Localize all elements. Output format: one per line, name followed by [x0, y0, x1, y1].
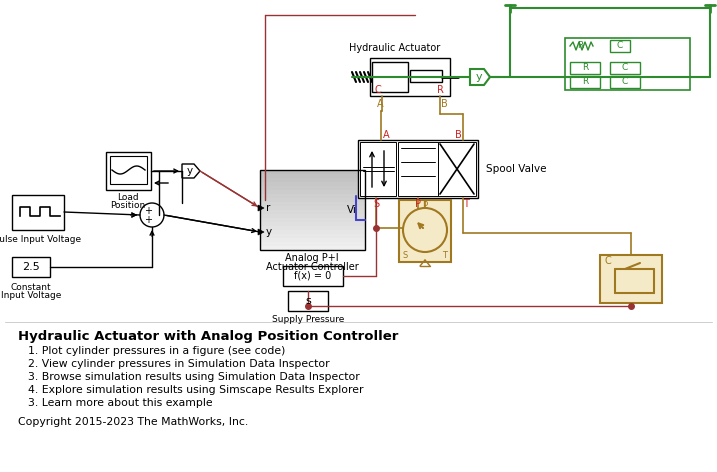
Text: Copyright 2015-2023 The MathWorks, Inc.: Copyright 2015-2023 The MathWorks, Inc.	[18, 417, 248, 427]
Text: 3. Browse simulation results using Simulation Data Inspector: 3. Browse simulation results using Simul…	[28, 372, 360, 382]
Text: Position: Position	[110, 202, 146, 211]
Bar	[260, 238, 365, 242]
Bar	[12, 257, 50, 277]
Text: T: T	[442, 252, 447, 261]
Polygon shape	[258, 229, 264, 235]
Text: C: C	[617, 42, 623, 51]
Text: R: R	[577, 42, 583, 51]
Bar	[283, 266, 343, 286]
Bar	[410, 70, 442, 82]
Text: B: B	[441, 99, 447, 109]
Text: R: R	[582, 77, 588, 86]
Bar	[260, 190, 365, 194]
Text: Vi: Vi	[347, 205, 357, 215]
Text: Constant: Constant	[11, 283, 52, 292]
Text: C: C	[374, 85, 381, 95]
Bar	[260, 230, 365, 234]
Text: Hydraulic Actuator: Hydraulic Actuator	[349, 43, 441, 53]
Text: +: +	[144, 215, 152, 225]
Bar	[610, 40, 630, 52]
Polygon shape	[258, 205, 264, 211]
Polygon shape	[182, 164, 200, 178]
Text: A: A	[383, 130, 389, 140]
Text: 2.5: 2.5	[22, 262, 40, 272]
Bar	[260, 206, 365, 210]
Text: Spool Valve: Spool Valve	[485, 164, 546, 174]
Text: Supply Pressure: Supply Pressure	[272, 315, 344, 325]
Text: C: C	[622, 77, 628, 86]
Bar	[370, 58, 450, 96]
Bar	[610, 62, 640, 74]
Text: P: P	[422, 202, 427, 211]
Bar	[288, 291, 328, 311]
Bar	[260, 194, 365, 198]
Bar	[565, 38, 690, 90]
Circle shape	[140, 203, 164, 227]
Bar	[372, 62, 408, 92]
Text: y: y	[475, 72, 483, 82]
Bar	[260, 170, 365, 250]
Bar	[260, 218, 365, 222]
Bar	[610, 76, 640, 88]
Text: C: C	[604, 256, 612, 266]
Bar	[110, 156, 147, 184]
Text: Load: Load	[117, 194, 139, 202]
Bar	[260, 226, 365, 230]
Text: 1. Plot cylinder pressures in a figure (see code): 1. Plot cylinder pressures in a figure (…	[28, 346, 285, 356]
Bar	[106, 152, 151, 190]
Text: R: R	[582, 64, 588, 73]
Text: P: P	[415, 199, 421, 209]
Text: 2. View cylinder pressures in Simulation Data Inspector: 2. View cylinder pressures in Simulation…	[28, 359, 330, 369]
Text: B: B	[455, 130, 461, 140]
Bar	[260, 170, 365, 174]
Text: A: A	[376, 99, 384, 109]
Bar	[260, 202, 365, 206]
Text: Analog P+I: Analog P+I	[285, 253, 339, 263]
Bar	[260, 174, 365, 178]
Text: 4. Explore simulation results using Simscape Results Explorer: 4. Explore simulation results using Sims…	[28, 385, 364, 395]
Bar	[260, 246, 365, 250]
Bar	[260, 222, 365, 226]
Circle shape	[403, 208, 447, 252]
Text: f(x) = 0: f(x) = 0	[295, 271, 332, 281]
Bar	[260, 214, 365, 218]
Bar	[399, 200, 451, 262]
Text: Input Voltage: Input Voltage	[1, 290, 61, 300]
Bar	[398, 142, 438, 196]
Text: y: y	[187, 166, 193, 176]
Text: +: +	[144, 206, 152, 216]
Text: S: S	[373, 199, 379, 209]
Bar	[260, 182, 365, 186]
Bar	[570, 62, 600, 74]
Polygon shape	[470, 69, 490, 85]
Text: T: T	[463, 199, 469, 209]
Bar	[12, 195, 64, 230]
Bar	[570, 76, 600, 88]
Bar	[260, 234, 365, 238]
Bar	[358, 140, 478, 198]
Text: s: s	[305, 296, 311, 306]
Text: Hydraulic Actuator with Analog Position Controller: Hydraulic Actuator with Analog Position …	[18, 330, 399, 343]
Bar	[360, 142, 396, 196]
Bar	[438, 142, 476, 196]
Text: S: S	[402, 252, 408, 261]
Bar	[260, 198, 365, 202]
Text: 3. Learn more about this example: 3. Learn more about this example	[28, 398, 213, 408]
Bar	[600, 255, 662, 303]
Text: C: C	[622, 64, 628, 73]
Text: Actuator Controller: Actuator Controller	[265, 262, 358, 272]
Bar	[260, 186, 365, 190]
Text: Pulse Input Voltage: Pulse Input Voltage	[0, 235, 82, 244]
Text: y: y	[266, 227, 272, 237]
Bar	[260, 242, 365, 246]
Bar	[260, 210, 365, 214]
Text: R: R	[437, 85, 443, 95]
Text: r: r	[266, 203, 270, 213]
Bar	[260, 178, 365, 182]
